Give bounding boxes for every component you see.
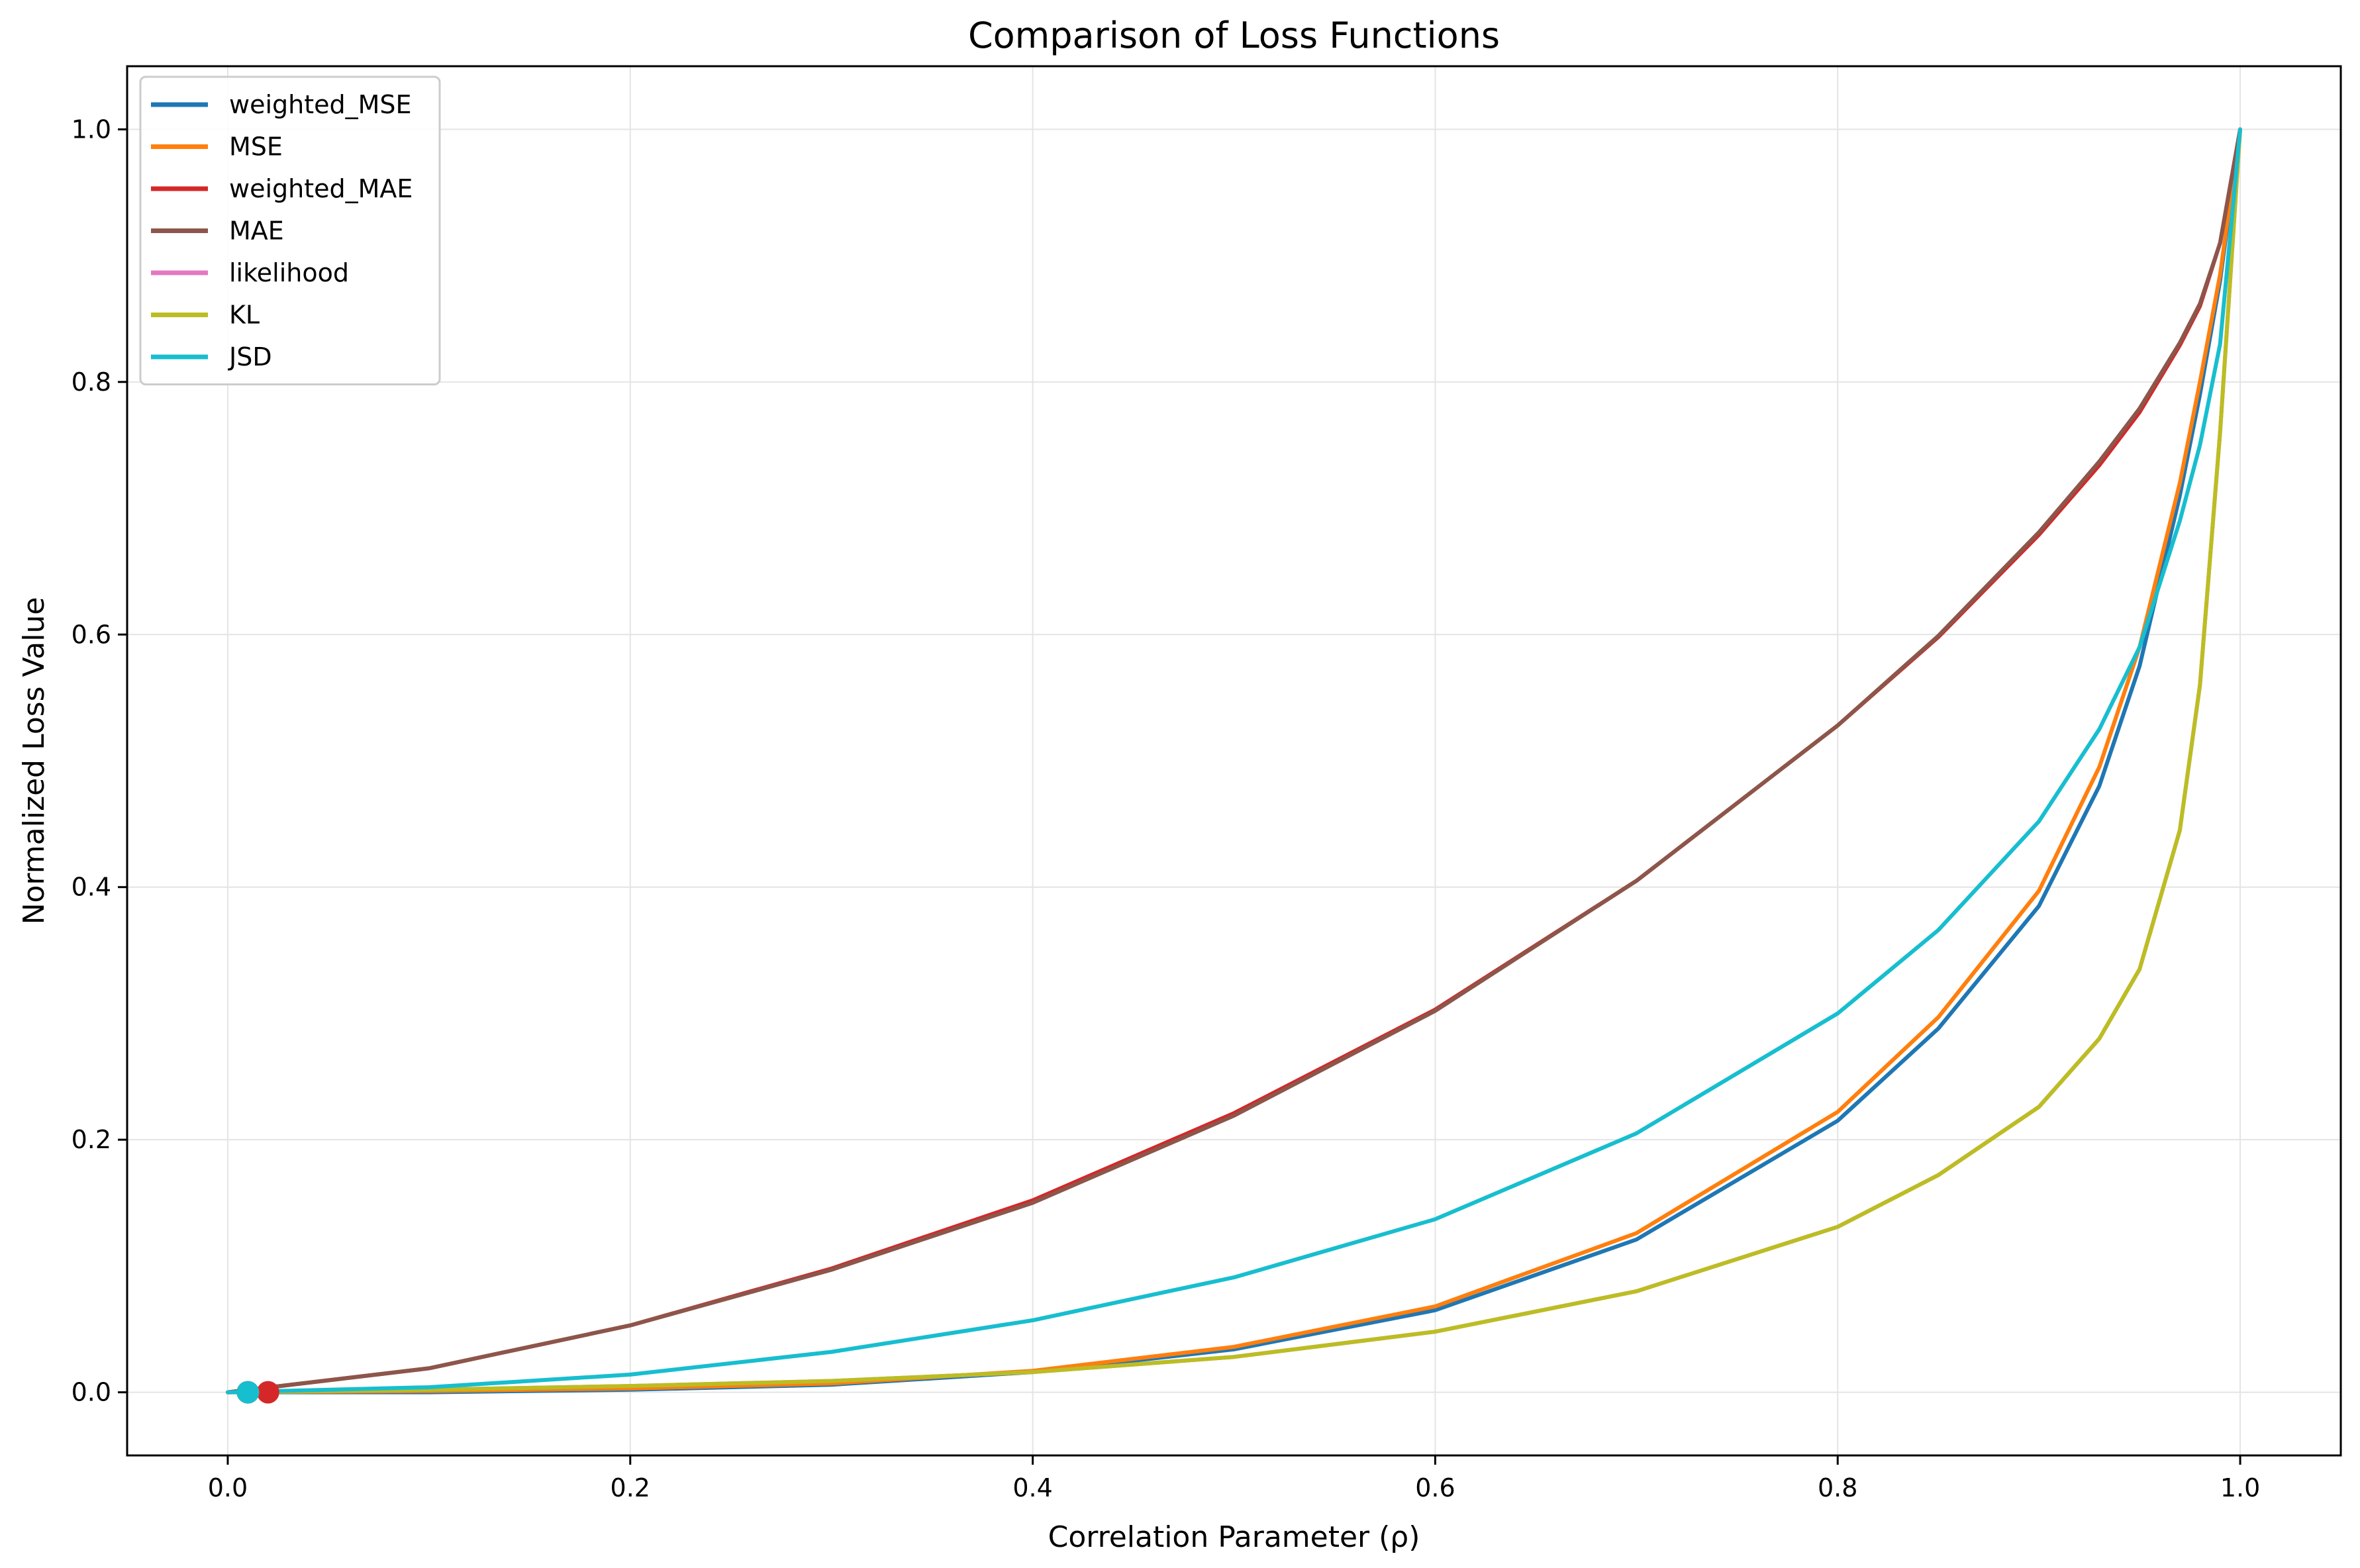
x-axis-label: Correlation Parameter (ρ)	[1048, 1520, 1420, 1554]
legend-box	[139, 75, 441, 385]
series-line-jsd	[226, 127, 2242, 1395]
x-tick-label: 1.0	[2220, 1473, 2260, 1502]
x-tick-label: 0.8	[1818, 1473, 1857, 1502]
legend-label-jsd: JSD	[228, 342, 272, 371]
series-line-kl	[226, 127, 2242, 1395]
series-lines	[226, 127, 2242, 1395]
x-tick-label: 0.4	[1012, 1473, 1052, 1502]
y-tick-label: 0.4	[72, 873, 111, 902]
legend-label-mse: MSE	[229, 132, 283, 162]
y-tick-label: 0.0	[72, 1378, 111, 1407]
x-tick-label: 0.2	[611, 1473, 650, 1502]
series-line-mse	[226, 127, 2242, 1395]
legend-label-mae: MAE	[229, 217, 284, 246]
legend-label-kl: KL	[229, 301, 260, 330]
y-tick-label: 1.0	[72, 115, 111, 144]
y-tick-label: 0.8	[72, 368, 111, 397]
min-marker-jsd	[236, 1381, 260, 1404]
y-axis-ticks: 0.0 0.2 0.4 0.6 0.8 1.0	[72, 115, 127, 1407]
legend-label-weighted-mae: weighted_MAE	[229, 174, 413, 203]
grid	[127, 66, 2341, 1455]
legend-label-weighted-mse: weighted_MSE	[229, 90, 412, 119]
plot-frame	[126, 65, 2342, 1457]
series-line-weighted-mae	[226, 127, 2242, 1395]
series-line-likelihood	[226, 127, 2242, 1395]
y-axis-label: Normalized Loss Value	[17, 597, 51, 925]
series-markers	[236, 1381, 279, 1404]
min-marker-weighted-mae	[256, 1381, 279, 1404]
legend: weighted_MSE MSE weighted_MAE MAE likelihood…	[139, 75, 441, 385]
y-tick-label: 0.6	[72, 620, 111, 649]
chart-title: Comparison of Loss Functions	[968, 15, 1500, 56]
series-line-mae	[226, 127, 2242, 1395]
legend-label-likelihood: likelihood	[229, 258, 349, 287]
x-axis-ticks: 0.0 0.2 0.4 0.6 0.8 1.0	[208, 1455, 2260, 1502]
x-tick-label: 0.6	[1415, 1473, 1455, 1502]
y-tick-label: 0.2	[72, 1125, 111, 1154]
x-tick-label: 0.0	[208, 1473, 248, 1502]
series-line-weighted-mse	[226, 127, 2242, 1395]
